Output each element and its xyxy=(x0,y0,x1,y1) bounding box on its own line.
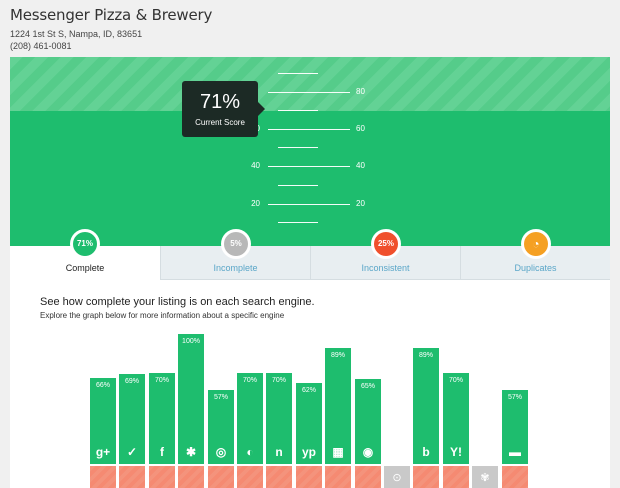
engine-bar-bing[interactable]: 89% b xyxy=(413,348,439,464)
tab-inconsistent[interactable]: 25% Inconsistent xyxy=(310,229,460,280)
engine-inconsistent-segment[interactable] xyxy=(178,466,204,488)
engine-bar-yellowpages[interactable]: 62% yp xyxy=(296,383,322,464)
engine-bar-mapquest[interactable]: 57% ▬ xyxy=(502,390,528,464)
gauge-tick-major xyxy=(268,166,350,167)
engine-inconsistent-segment[interactable] xyxy=(208,466,234,488)
tripadvisor-icon: ◎ xyxy=(215,445,227,459)
bar-percent-label: 70% xyxy=(154,377,169,384)
tab-label: Complete xyxy=(65,263,105,273)
engine-bar-citysearch[interactable]: 70% ◐ xyxy=(237,373,263,464)
engine-inconsistent-segment[interactable] xyxy=(443,466,469,488)
bing-icon: b xyxy=(422,445,430,459)
tab-complete[interactable]: 71% Complete xyxy=(10,229,160,280)
score-gauge: 80 60 60 40 40 20 20 xyxy=(10,57,610,246)
google-plus-icon: g+ xyxy=(95,445,111,459)
engine-missing-superpages[interactable]: ⊙ xyxy=(384,466,410,488)
business-phone: (208) 461-0081 xyxy=(10,41,72,51)
bar-percent-label: 57% xyxy=(213,394,228,401)
engine-inconsistent-segment[interactable] xyxy=(266,466,292,488)
tab-duplicates[interactable]: ◔ Duplicates xyxy=(460,229,610,280)
tab-label: Duplicates xyxy=(514,263,557,273)
bar-percent-label: 100% xyxy=(182,338,200,345)
bar-percent-label: 69% xyxy=(124,378,139,385)
inconsistent-badge: 25% xyxy=(371,229,401,259)
duplicates-icon: ◔ xyxy=(532,237,540,251)
gauge-tick-major xyxy=(268,129,350,130)
incomplete-badge: 5% xyxy=(221,229,251,259)
engine-inconsistent-segment[interactable] xyxy=(413,466,439,488)
gauge-tick xyxy=(278,185,318,186)
engine-bar-yahoo[interactable]: 70% Y! xyxy=(443,373,469,464)
business-header: Messenger Pizza & Brewery 1224 1st St S,… xyxy=(10,6,212,52)
current-score-value: 71% xyxy=(199,91,241,113)
gauge-tick xyxy=(278,73,318,74)
business-address: 1224 1st St S, Nampa, ID, 83651 xyxy=(10,29,143,39)
factual-icon: ▦ xyxy=(332,445,344,459)
engine-inconsistent-segment[interactable] xyxy=(90,466,116,488)
engine-bar-factual[interactable]: 89% ▦ xyxy=(325,348,351,464)
complete-badge: 71% xyxy=(70,229,100,259)
bar-percent-label: 70% xyxy=(242,377,257,384)
engine-inconsistent-segment[interactable] xyxy=(355,466,381,488)
yelp-icon: ✱ xyxy=(185,445,197,459)
gauge-tick-label: 80 xyxy=(356,87,365,96)
yahoo-icon: Y! xyxy=(450,445,462,459)
current-score-label: Current Score xyxy=(195,118,245,127)
gauge-tick-major xyxy=(268,204,350,205)
bar-percent-label: 89% xyxy=(330,352,345,359)
bar-percent-label: 70% xyxy=(448,377,463,384)
bar-percent-label: 57% xyxy=(507,394,522,401)
engine-inconsistent-segment[interactable] xyxy=(119,466,145,488)
yellowpages-icon: yp xyxy=(301,445,316,459)
bar-percent-label: 66% xyxy=(95,382,110,389)
gauge-stripes xyxy=(10,57,610,111)
panel-subtitle: Explore the graph below for more informa… xyxy=(40,311,285,320)
engine-inconsistent-segment[interactable] xyxy=(237,466,263,488)
engine-bar-neustar[interactable]: 70% n xyxy=(266,373,292,464)
gauge-tick xyxy=(278,110,318,111)
gauge-tick-major xyxy=(268,92,350,93)
engine-bar-foursquare[interactable]: 69% ✓ xyxy=(119,374,145,464)
tab-label: Inconsistent xyxy=(361,263,410,273)
engine-missing-yext[interactable]: ✾ xyxy=(472,466,498,488)
gauge-tick-label: 20 xyxy=(251,199,260,208)
superpages-icon: ⊙ xyxy=(392,472,402,484)
current-score-tooltip: 71% Current Score xyxy=(182,81,265,137)
bar-percent-label: 62% xyxy=(301,387,316,394)
yahoo-local-icon: ◉ xyxy=(362,445,374,459)
bar-percent-label: 70% xyxy=(271,377,286,384)
facebook-icon: f xyxy=(160,445,164,459)
engine-inconsistent-segment[interactable] xyxy=(296,466,322,488)
engine-bar-google-plus[interactable]: 66% g+ xyxy=(90,378,116,464)
gauge-tick-label: 20 xyxy=(356,199,365,208)
gauge-tick xyxy=(278,222,318,223)
gauge-tick-label: 60 xyxy=(356,124,365,133)
engine-bar-tripadvisor[interactable]: 57% ◎ xyxy=(208,390,234,464)
foursquare-icon: ✓ xyxy=(126,445,138,459)
yext-icon: ✾ xyxy=(480,472,490,484)
gauge-tick-label: 40 xyxy=(251,161,260,170)
bar-percent-label: 65% xyxy=(360,383,375,390)
engine-bar-yelp[interactable]: 100% ✱ xyxy=(178,334,204,464)
engine-bar-facebook[interactable]: 70% f xyxy=(149,373,175,464)
gauge-tick xyxy=(278,147,318,148)
tab-incomplete[interactable]: 5% Incomplete xyxy=(160,229,310,280)
tab-label: Incomplete xyxy=(213,263,258,273)
neustar-icon: n xyxy=(275,445,283,459)
engine-inconsistent-segment[interactable] xyxy=(149,466,175,488)
citysearch-icon: ◐ xyxy=(246,445,254,459)
status-tabs: 71% Complete 5% Incomplete 25% Inconsist… xyxy=(10,229,610,280)
business-name: Messenger Pizza & Brewery xyxy=(10,6,213,24)
engine-bar-yahoo-local[interactable]: 65% ◉ xyxy=(355,379,381,464)
engine-inconsistent-segment[interactable] xyxy=(325,466,351,488)
engine-inconsistent-segment[interactable] xyxy=(502,466,528,488)
bar-percent-label: 89% xyxy=(418,352,433,359)
mapquest-icon: ▬ xyxy=(509,445,521,459)
panel-title: See how complete your listing is on each… xyxy=(40,296,315,308)
duplicates-badge: ◔ xyxy=(521,229,551,259)
gauge-tick-label: 40 xyxy=(356,161,365,170)
